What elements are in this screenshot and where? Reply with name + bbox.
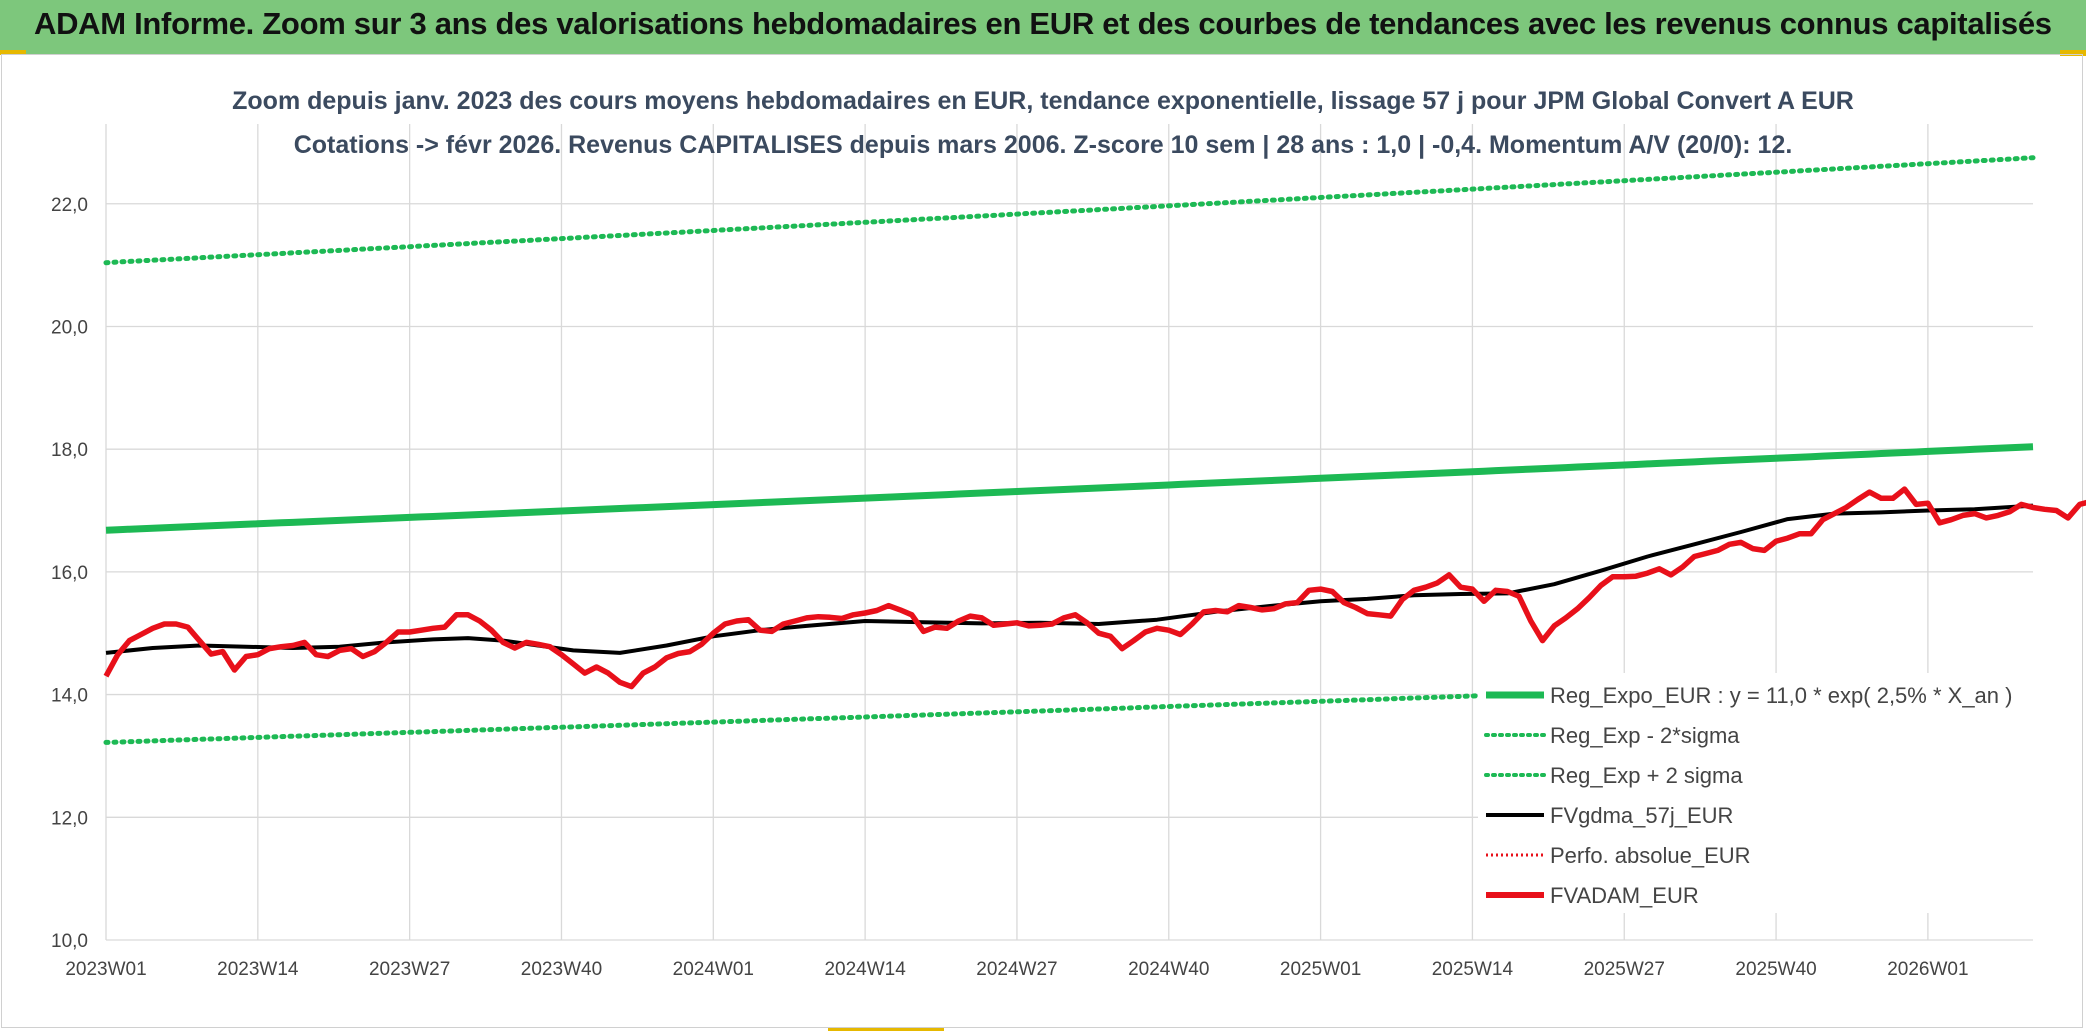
- legend-label: Perfo. absolue_EUR: [1550, 843, 1751, 868]
- legend-label: Reg_Exp - 2*sigma: [1550, 723, 1740, 748]
- y-tick-label: 14,0: [51, 686, 88, 707]
- y-tick-label: 10,0: [51, 931, 88, 952]
- x-tick-label: 2025W40: [1735, 959, 1816, 980]
- title-banner: ADAM Informe. Zoom sur 3 ans des valoris…: [0, 0, 2086, 54]
- legend-label: Reg_Expo_EUR : y = 11,0 * exp( 2,5% * X_…: [1550, 683, 2012, 708]
- x-tick-label: 2024W01: [673, 959, 754, 980]
- legend-label: FVgdma_57j_EUR: [1550, 803, 1733, 828]
- x-tick-label: 2023W27: [369, 959, 450, 980]
- series-regression: [105, 443, 2034, 534]
- y-tick-label: 12,0: [51, 808, 88, 829]
- x-tick-label: 2025W14: [1432, 959, 1514, 980]
- y-axis-ticks: 10,0 12,0 14,0 16,0 18,0 20,0 22,0: [51, 195, 88, 952]
- y-tick-label: 16,0: [51, 563, 88, 584]
- x-tick-label: 2023W40: [521, 959, 602, 980]
- chart-subtitle: Cotations -> févr 2026. Revenus CAPITALI…: [294, 131, 1793, 159]
- banner-accent-right: [2060, 50, 2086, 56]
- legend-label: Reg_Exp + 2 sigma: [1550, 763, 1743, 788]
- y-tick-label: 22,0: [51, 195, 88, 216]
- x-tick-label: 2023W01: [65, 959, 146, 980]
- legend-label: FVADAM_EUR: [1550, 883, 1699, 908]
- legend-background: [1478, 673, 2038, 913]
- x-tick-label: 2024W40: [1128, 959, 1209, 980]
- x-tick-label: 2024W14: [824, 959, 906, 980]
- x-tick-label: 2025W01: [1280, 959, 1361, 980]
- chart-title: Zoom depuis janv. 2023 des cours moyens …: [232, 87, 1854, 115]
- x-tick-label: 2024W27: [976, 959, 1057, 980]
- x-tick-label: 2023W14: [217, 959, 299, 980]
- series-upper-band: [103, 155, 2036, 266]
- y-tick-label: 18,0: [51, 440, 88, 461]
- legend: Reg_Expo_EUR : y = 11,0 * exp( 2,5% * X_…: [1478, 673, 2038, 913]
- y-tick-label: 20,0: [51, 317, 88, 338]
- banner-title: ADAM Informe. Zoom sur 3 ans des valoris…: [34, 6, 2052, 41]
- x-tick-label: 2025W27: [1584, 959, 1665, 980]
- chart-frame: [1, 54, 2083, 1028]
- banner-accent-left: [0, 50, 26, 55]
- x-tick-label: 2026W01: [1887, 959, 1968, 980]
- series-group: [103, 155, 2086, 745]
- series-fund: [103, 486, 2086, 690]
- bottom-accent: [828, 1028, 944, 1031]
- x-axis-ticks: 2023W01 2023W14 2023W27 2023W40 2024W01 2024W…: [65, 959, 1968, 980]
- series-smoothing: [105, 503, 2034, 655]
